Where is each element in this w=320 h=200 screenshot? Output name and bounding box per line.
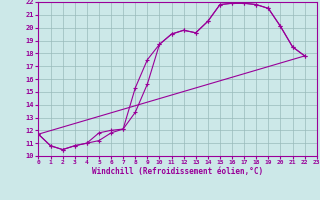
X-axis label: Windchill (Refroidissement éolien,°C): Windchill (Refroidissement éolien,°C): [92, 167, 263, 176]
